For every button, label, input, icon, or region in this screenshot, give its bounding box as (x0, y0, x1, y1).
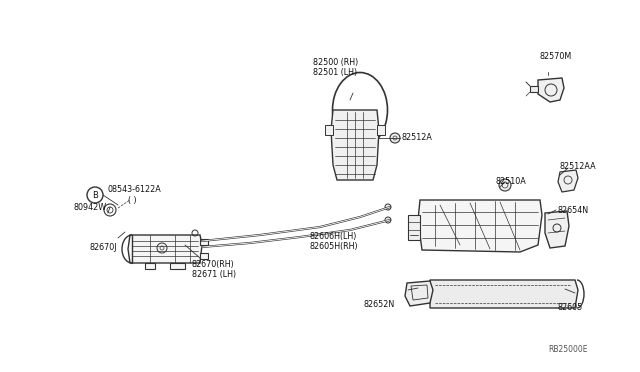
Text: RB25000E: RB25000E (548, 345, 588, 354)
Polygon shape (408, 215, 420, 240)
Text: 82500 (RH): 82500 (RH) (313, 58, 358, 67)
Text: B: B (92, 190, 98, 199)
Circle shape (499, 179, 511, 191)
Text: 08543-6122A: 08543-6122A (108, 185, 162, 194)
Polygon shape (170, 263, 185, 269)
Polygon shape (418, 200, 542, 252)
Polygon shape (405, 281, 433, 306)
Text: 82670(RH): 82670(RH) (192, 260, 235, 269)
Text: 82570M: 82570M (540, 52, 572, 61)
Circle shape (385, 217, 391, 223)
Text: 82512AA: 82512AA (560, 162, 596, 171)
Text: 82510A: 82510A (495, 177, 525, 186)
Polygon shape (377, 125, 385, 135)
Text: 82671 (LH): 82671 (LH) (192, 270, 236, 279)
Polygon shape (325, 125, 333, 135)
Text: 82654N: 82654N (558, 206, 589, 215)
Text: 82605: 82605 (558, 303, 583, 312)
Text: ( ): ( ) (128, 196, 136, 205)
Text: 82606H(LH): 82606H(LH) (310, 232, 357, 241)
Polygon shape (545, 211, 569, 248)
Text: 82652N: 82652N (364, 300, 396, 309)
Text: 82605H(RH): 82605H(RH) (310, 242, 358, 251)
Text: 82501 (LH): 82501 (LH) (313, 68, 357, 77)
Circle shape (390, 133, 400, 143)
Polygon shape (200, 239, 208, 245)
Polygon shape (558, 170, 578, 192)
Polygon shape (331, 110, 379, 180)
Polygon shape (538, 78, 564, 102)
Polygon shape (200, 253, 208, 259)
Polygon shape (430, 280, 578, 308)
Polygon shape (145, 263, 155, 269)
Circle shape (385, 204, 391, 210)
Text: 82670J: 82670J (90, 243, 118, 252)
Polygon shape (128, 235, 202, 263)
Text: 80942W: 80942W (74, 203, 107, 212)
Polygon shape (530, 86, 538, 92)
Text: 82512A: 82512A (402, 133, 433, 142)
